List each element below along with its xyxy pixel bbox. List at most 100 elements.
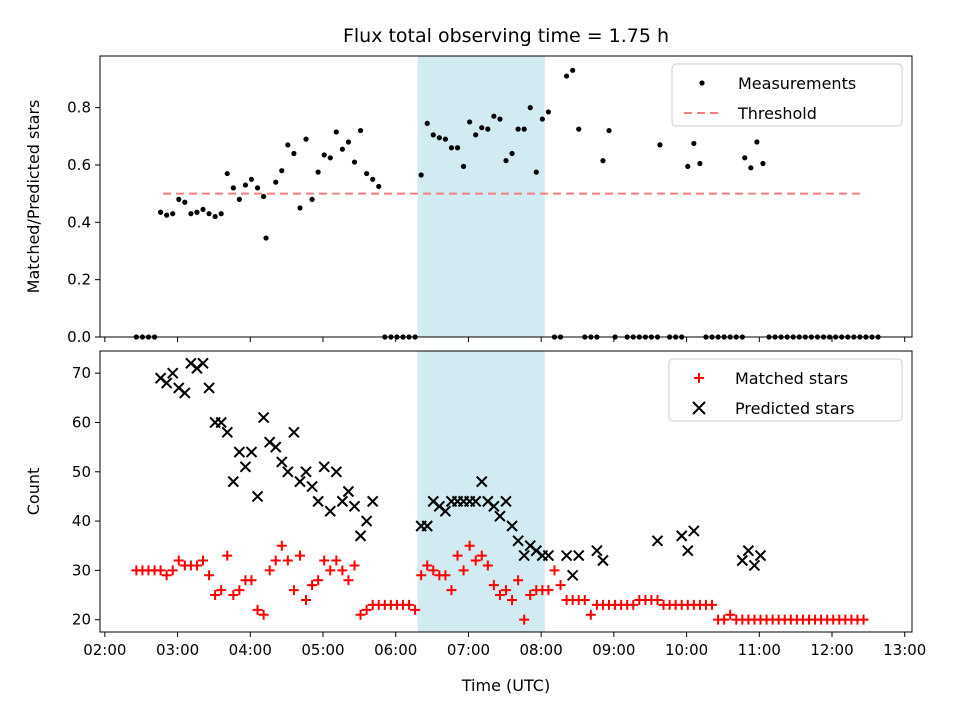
- y-tick-label: 30: [72, 561, 91, 579]
- measurement-point: [527, 105, 533, 111]
- measurement-point: [485, 126, 491, 132]
- axes-frame: [99, 350, 913, 633]
- matched-star-point: [470, 555, 481, 566]
- x-tick-label: 07:00: [447, 641, 490, 659]
- x-tick-label: 04:00: [229, 641, 272, 659]
- matched-star-point: [337, 565, 348, 576]
- matched-star-point: [579, 594, 590, 605]
- measurement-point: [254, 185, 261, 191]
- matched-star-point: [707, 599, 718, 610]
- matched-star-point: [288, 585, 299, 596]
- measurement-point: [291, 150, 297, 157]
- legend: Measurements Threshold: [671, 63, 903, 127]
- predicted-star-point: [651, 535, 664, 547]
- predicted-star-point: [748, 559, 761, 572]
- predicted-star-point: [488, 500, 500, 512]
- legend-label: Predicted stars: [735, 399, 855, 418]
- legend-label: Matched stars: [735, 369, 848, 388]
- matched-star-point: [519, 614, 530, 625]
- y-tick-label: 20: [72, 611, 91, 629]
- measurement-point: [454, 145, 461, 151]
- measurement-point: [424, 120, 430, 126]
- predicted-star-point: [203, 382, 215, 394]
- predicted-star-point: [512, 535, 524, 547]
- x-tick-label: 09:00: [592, 641, 635, 659]
- predicted-star-point: [324, 505, 336, 517]
- legend-box: [668, 358, 903, 422]
- matched-star-point: [361, 604, 372, 615]
- matched-star-point: [355, 609, 366, 620]
- predicted-star-point: [167, 367, 179, 379]
- measurement-point: [545, 109, 552, 115]
- measurement-point: [448, 145, 455, 151]
- measurement-point: [218, 211, 224, 217]
- matched-star-point: [216, 585, 227, 596]
- predicted-star-point: [469, 495, 482, 508]
- matched-star-point: [501, 585, 511, 596]
- matched-star-point: [325, 565, 336, 576]
- measurement-point: [503, 158, 509, 164]
- measurement-point: [206, 211, 212, 217]
- predicted-star-point: [197, 357, 209, 370]
- legend-box: [671, 63, 903, 127]
- matched-star-point: [331, 555, 342, 566]
- measurement-point: [157, 209, 164, 215]
- matched-star-point: [294, 550, 305, 561]
- measurement-point: [164, 212, 170, 218]
- x-tick-label: 06:00: [374, 641, 417, 659]
- matched-star-point: [155, 565, 166, 576]
- measurement-point: [327, 155, 333, 161]
- matched-star-point: [719, 614, 730, 625]
- y-tick-label: 0.0: [67, 328, 91, 346]
- measurement-point: [333, 129, 339, 135]
- predicted-star-point: [366, 495, 379, 508]
- matched-star-point: [210, 590, 221, 601]
- matched-star-point: [258, 609, 269, 620]
- predicted-star-point: [682, 544, 694, 557]
- predicted-star-point: [354, 530, 367, 542]
- measurement-point: [685, 163, 691, 169]
- measurement-point: [497, 116, 503, 122]
- predicted-star-point: [288, 426, 300, 439]
- measurement-point: [697, 160, 703, 167]
- measurement-point: [748, 165, 754, 171]
- matched-star-point: [167, 565, 178, 576]
- predicted-star-point: [421, 520, 433, 532]
- predicted-star-point: [227, 475, 240, 488]
- predicted-star-point: [270, 441, 282, 453]
- predicted-star-point: [300, 466, 312, 478]
- measurement-point: [491, 113, 497, 119]
- measurement-point: [242, 182, 249, 188]
- measurement-point: [606, 127, 612, 134]
- x-tick-label: 10:00: [665, 641, 708, 659]
- measurement-point: [760, 160, 766, 167]
- predicted-star-point: [518, 549, 530, 562]
- predicted-star-point: [312, 495, 324, 508]
- observing-band: [417, 351, 545, 632]
- chart-title: Flux total observing time = 1.75 h: [343, 25, 669, 47]
- matched-star-point: [198, 555, 209, 566]
- measurement-point: [261, 193, 267, 200]
- predicted-star-point: [294, 475, 306, 488]
- matched-star-point: [313, 575, 324, 586]
- measurement-point: [570, 67, 576, 73]
- predicted-star-point: [221, 426, 233, 439]
- predicted-star-point: [282, 466, 294, 478]
- measurement-point: [236, 196, 242, 202]
- axes-frame: [99, 55, 913, 338]
- measurement-point: [176, 196, 182, 202]
- predicted-star-point: [336, 495, 349, 508]
- y-tick-label: 0.8: [67, 99, 91, 117]
- predicted-star-point: [306, 480, 318, 493]
- legend-dot-icon: [699, 80, 705, 86]
- matched-star-point: [301, 594, 312, 605]
- measurement-point: [224, 170, 230, 177]
- matched-star-point: [543, 585, 554, 596]
- matched-star-point: [513, 575, 524, 586]
- measurement-point: [539, 116, 545, 122]
- matched-star-point: [476, 550, 487, 561]
- legend-x-icon: [692, 401, 706, 415]
- matched-star-point: [173, 555, 184, 566]
- x-tick-label: 12:00: [810, 641, 853, 659]
